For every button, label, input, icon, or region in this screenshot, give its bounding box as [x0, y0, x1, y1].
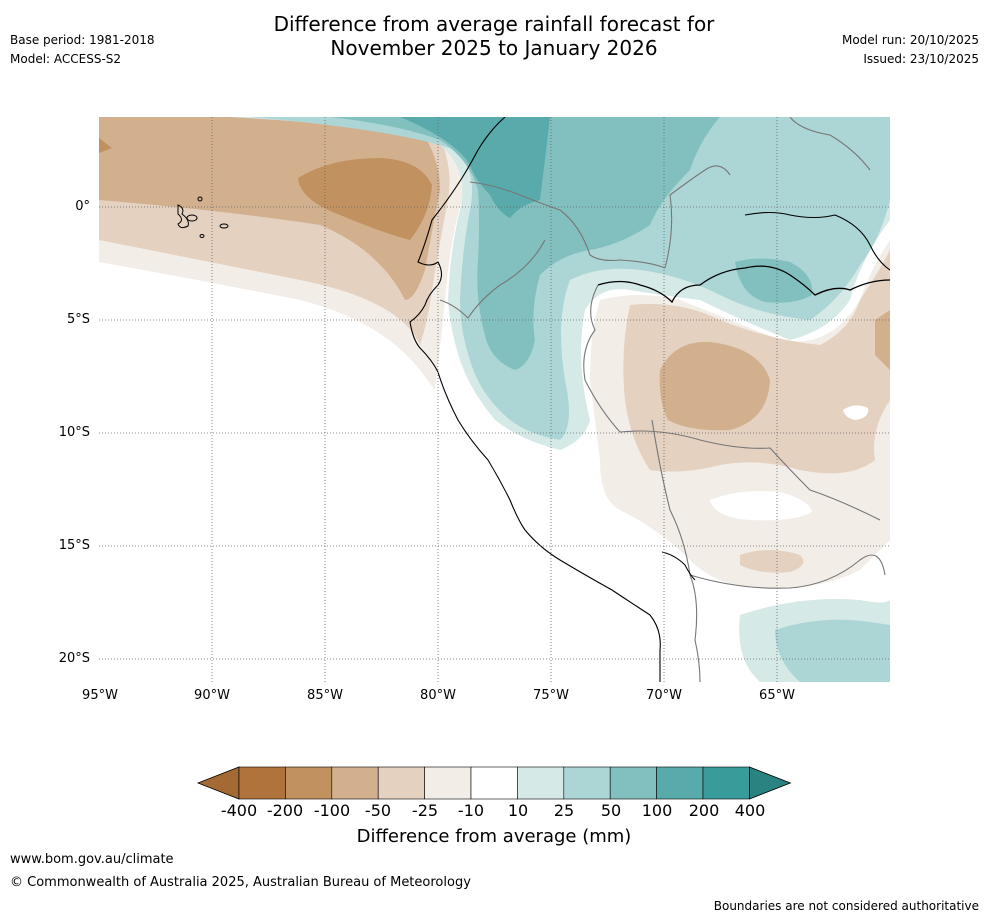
- colorbar: [196, 766, 792, 800]
- colorbar-tick-label: -50: [364, 801, 392, 820]
- colorbar-tick-label: 400: [734, 801, 766, 820]
- wet-zone-25-ne: [728, 141, 885, 212]
- lon-label-75w: 75°W: [533, 688, 569, 703]
- lon-label-85w: 85°W: [307, 688, 343, 703]
- colorbar-tick-label: 50: [600, 801, 622, 820]
- country-border-colombia-ecuador: [469, 181, 666, 269]
- footer-copyright: © Commonwealth of Australia 2025, Austra…: [10, 875, 471, 890]
- map-title: Difference from average rainfall forecas…: [0, 12, 988, 60]
- country-border-colombia-venezuela: [664, 117, 871, 269]
- wet-zone-50: [330, 117, 720, 370]
- lon-label-70w: 70°W: [646, 688, 682, 703]
- coastline: [409, 117, 661, 682]
- colorbar-tick-label: -400: [220, 801, 258, 820]
- model-text: Model: ACCESS-S2: [10, 52, 122, 66]
- colorbar-tick-label: -100: [313, 801, 351, 820]
- colorbar-swatch: [377, 766, 425, 800]
- colorbar-tick-label: -10: [457, 801, 485, 820]
- model-run-text: Model run: 20/10/2025: [841, 33, 979, 47]
- lat-label-10s: 10°S: [58, 425, 90, 440]
- map-plot-area: [99, 117, 890, 682]
- wet-zone-50-east: [735, 258, 813, 303]
- colorbar-arrow-high: [749, 766, 792, 800]
- wet-zone-25: [250, 117, 890, 440]
- colorbar-swatch: [563, 766, 611, 800]
- header-meta-right: Model run: 20/10/2025 Issued: 23/10/2025: [842, 31, 979, 69]
- colorbar-swatch: [702, 766, 750, 800]
- lon-label-80w: 80°W: [420, 688, 456, 703]
- colorbar-swatch: [609, 766, 657, 800]
- title-line-2: November 2025 to January 2026: [330, 36, 658, 60]
- colorbar-swatch: [238, 766, 286, 800]
- colorbar-swatch: [656, 766, 704, 800]
- galapagos-islands: [177, 196, 229, 238]
- colorbar-tick-label: -200: [266, 801, 304, 820]
- dry-zone-south-50: [659, 341, 770, 431]
- wet-zone-100: [400, 117, 550, 218]
- colorbar-tick-label: 25: [553, 801, 575, 820]
- colorbar-tick-label: 100: [641, 801, 673, 820]
- colorbar-arrow-low: [196, 766, 240, 800]
- colorbar-swatch: [517, 766, 565, 800]
- neutral-patch-east: [843, 405, 869, 420]
- lon-label-95w: 95°W: [82, 688, 118, 703]
- footer-url[interactable]: www.bom.gov.au/climate: [10, 852, 174, 867]
- rio-negro: [744, 211, 890, 271]
- title-line-1: Difference from average rainfall forecas…: [273, 12, 715, 36]
- colorbar-swatch: [424, 766, 472, 800]
- colorbar-swatch: [285, 766, 333, 800]
- lat-label-0: 0°: [75, 199, 90, 214]
- lat-label-5s: 5°S: [66, 312, 90, 327]
- header-meta-left: Base period: 1981-2018 Model: ACCESS-S2: [10, 31, 155, 69]
- colorbar-swatch: [470, 766, 518, 800]
- dry-zone-100-west: [99, 138, 112, 153]
- colorbar-tick-label: 200: [688, 801, 720, 820]
- lon-label-65w: 65°W: [759, 688, 795, 703]
- lat-label-15s: 15°S: [58, 538, 90, 553]
- lon-label-90w: 90°W: [194, 688, 230, 703]
- amazon-river: [597, 265, 890, 304]
- gridlines: [99, 117, 890, 682]
- lat-label-20s: 20°S: [58, 651, 90, 666]
- colorbar-title: Difference from average (mm): [356, 826, 632, 847]
- lake-titicaca: [661, 551, 696, 581]
- base-period-text: Base period: 1981-2018: [10, 33, 155, 47]
- neutral-patch: [710, 491, 812, 521]
- country-border-peru-brazil: [583, 284, 881, 521]
- colorbar-tick-label: -25: [411, 801, 439, 820]
- issued-text: Issued: 23/10/2025: [863, 52, 979, 66]
- footer-disclaimer: Boundaries are not considered authoritat…: [713, 899, 979, 913]
- colorbar-swatch: [331, 766, 379, 800]
- dry-zone-100: [298, 158, 432, 240]
- dry-zone-se-25: [740, 550, 804, 573]
- country-border-bolivia: [651, 419, 886, 682]
- country-border-peru-ecuador: [439, 239, 546, 319]
- wet-zone-se-25: [775, 619, 890, 682]
- dry-zone-east-50: [875, 310, 890, 370]
- colorbar-tick-label: 10: [507, 801, 529, 820]
